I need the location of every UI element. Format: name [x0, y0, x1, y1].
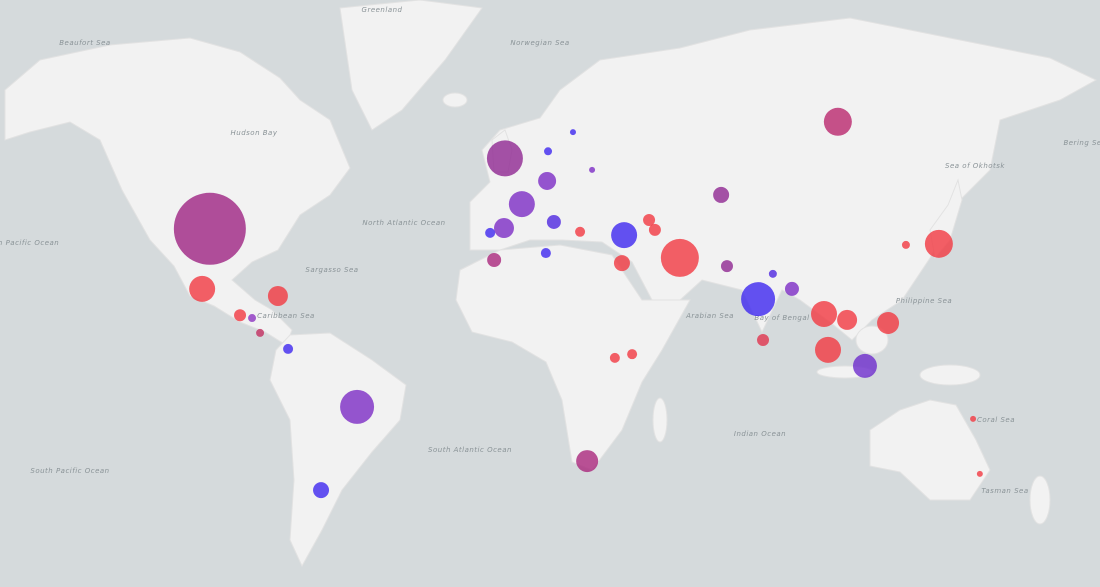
ocean-label: Hudson Bay: [231, 129, 278, 137]
bubble: [569, 129, 576, 136]
ocean-label: Tasman Sea: [981, 487, 1028, 495]
bubble: [976, 470, 983, 477]
ocean-label: Philippine Sea: [896, 297, 952, 305]
south-america: [269, 332, 407, 568]
ocean-label: Greenland: [362, 6, 403, 14]
new-guinea: [919, 364, 981, 386]
bubble: [486, 140, 523, 177]
bubble: [970, 415, 977, 422]
bubble: [901, 240, 910, 249]
bubble: [493, 218, 514, 239]
iceland: [442, 92, 468, 108]
bubble: [189, 275, 216, 302]
ocean-label: South Atlantic Ocean: [428, 446, 512, 454]
ocean-label: Arabian Sea: [685, 312, 734, 320]
bubble: [613, 255, 630, 272]
bubble: [544, 147, 553, 156]
madagascar: [652, 397, 668, 443]
ocean-label: Sea of Okhotsk: [945, 162, 1005, 170]
bubble: [508, 191, 535, 218]
bubble: [852, 353, 877, 378]
bubble: [837, 309, 858, 330]
bubble: [267, 285, 288, 306]
bubble: [811, 300, 838, 327]
bubble: [256, 328, 265, 337]
bubble: [576, 450, 599, 473]
bubble: [313, 482, 330, 499]
land: [4, 0, 1098, 568]
bubble: [248, 314, 257, 323]
bubble: [589, 166, 596, 173]
australia: [869, 399, 991, 501]
ocean-label: Caribbean Sea: [257, 312, 315, 320]
ocean-label: Beaufort Sea: [59, 39, 110, 47]
bubble: [877, 312, 900, 335]
borneo: [855, 325, 889, 355]
ocean-label: Norwegian Sea: [510, 39, 569, 47]
north-america: [4, 37, 351, 346]
bubble: [340, 389, 375, 424]
bubble: [283, 343, 294, 354]
bubble: [643, 214, 656, 227]
ocean-label: Indian Ocean: [734, 430, 786, 438]
bubble: [660, 238, 699, 277]
ocean-label: North Atlantic Ocean: [362, 219, 445, 227]
bubble: [575, 226, 586, 237]
bubble: [538, 171, 557, 190]
bubbles: [173, 107, 983, 499]
bubble: [173, 192, 246, 265]
bubble: [609, 352, 620, 363]
bubble: [784, 281, 799, 296]
bubble: [648, 223, 661, 236]
bubble: [627, 349, 638, 360]
bubble: [720, 260, 733, 273]
ocean-label: North Pacific Ocean: [0, 239, 59, 247]
bubble: [924, 229, 953, 258]
bubble: [540, 248, 551, 259]
ocean-label: Bering Sea: [1063, 139, 1100, 147]
bubble: [713, 186, 730, 203]
bubble: [815, 336, 842, 363]
bubble: [823, 107, 852, 136]
bubble: [487, 252, 502, 267]
bubble: [611, 222, 638, 249]
bubble: [757, 333, 770, 346]
ocean-labels: North Atlantic Ocean South Atlantic Ocea…: [0, 6, 1100, 495]
greenland: [339, 0, 483, 131]
africa: [455, 244, 691, 471]
new-zealand: [1029, 475, 1051, 525]
bubble: [768, 269, 777, 278]
bubble: [741, 282, 776, 317]
ocean-label: South Pacific Ocean: [30, 467, 109, 475]
bubble: [546, 214, 561, 229]
bubble: [485, 227, 496, 238]
bubble: [234, 309, 247, 322]
ocean-label: Coral Sea: [977, 416, 1015, 424]
ocean-label: Bay of Bengal: [754, 314, 809, 322]
ocean-label: Sargasso Sea: [305, 266, 358, 274]
